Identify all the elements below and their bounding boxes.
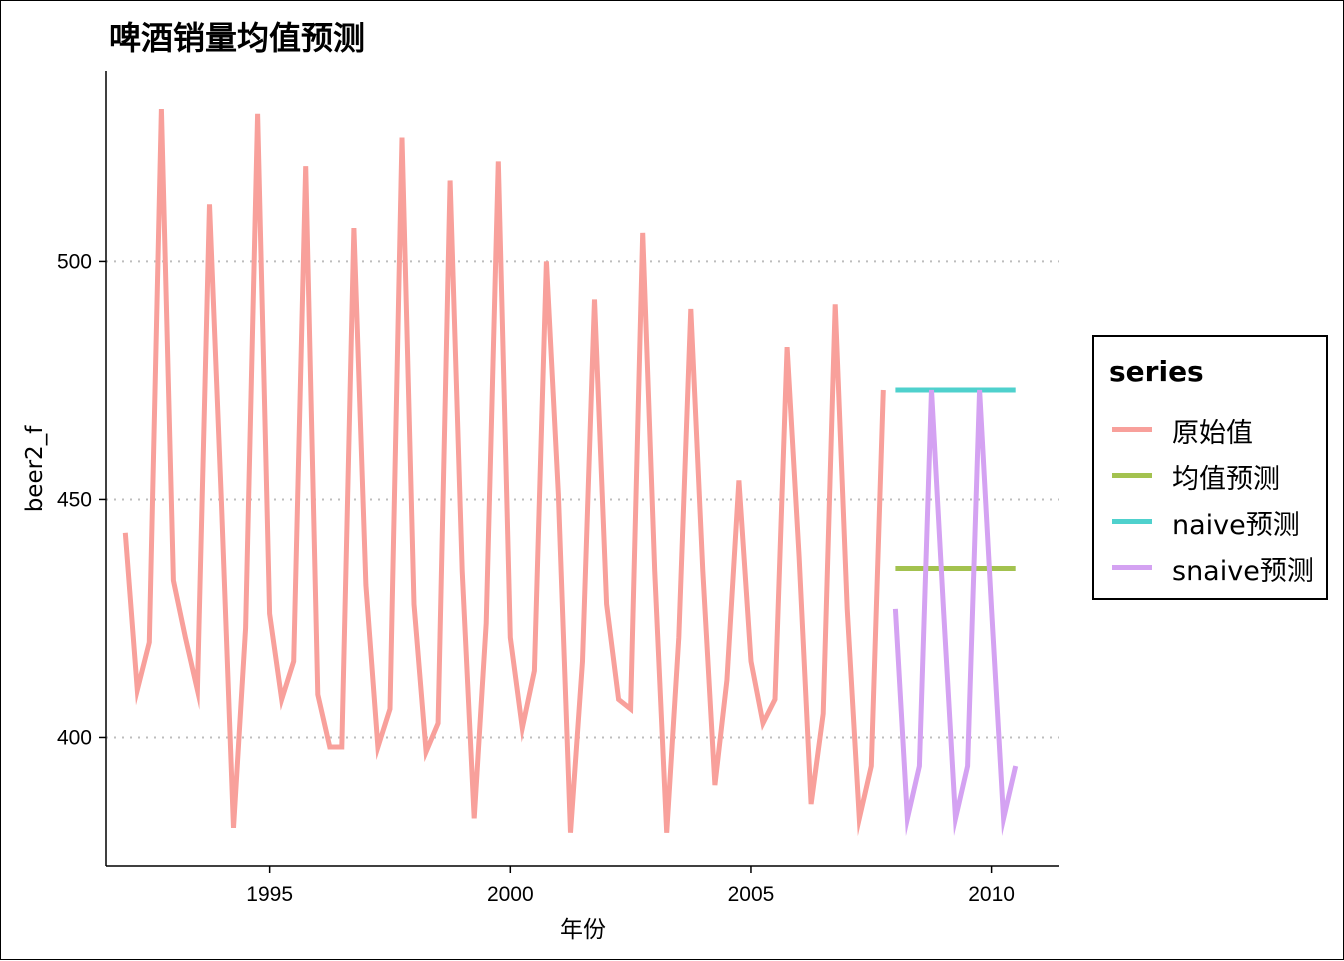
axis-ticks: 400 450 500 1995 2000 2005 2010 [57,250,1015,906]
legend-label-mean-forecast: 均值预测 [1172,464,1280,495]
series-line-snaive-forecast [892,389,1019,837]
legend-item-original: 原始值 [1112,409,1322,449]
legend-label-snaive-forecast: snaive预测 [1172,556,1314,587]
series-lines [122,109,1019,837]
y-tick-label-450: 450 [57,488,92,511]
series-line-original [122,109,886,837]
legend-swatch-mean-forecast [1112,473,1152,478]
legend-swatch-naive-forecast [1112,519,1152,524]
chart-title: 啤酒销量均值预测 [109,19,366,57]
legend-label-naive-forecast: naive预测 [1172,510,1300,541]
axes [105,71,1059,867]
legend: series 原始值 均值预测 naive预测 snaive预测 [1092,335,1328,600]
legend-item-snaive-forecast: snaive预测 [1112,547,1322,587]
legend-title: series [1109,355,1204,388]
legend-swatch-original [1112,427,1152,432]
x-tick-label-2005: 2005 [728,883,775,906]
x-tick-label-2000: 2000 [487,883,534,906]
y-tick-label-400: 400 [57,726,92,749]
x-tick-label-2010: 2010 [968,883,1015,906]
x-axis-title: 年份 [560,917,606,943]
legend-label-original: 原始值 [1172,418,1253,449]
y-tick-label-500: 500 [57,250,92,273]
y-axis-title: beer2_f [22,425,48,512]
legend-swatch-snaive-forecast [1112,565,1152,570]
legend-item-naive-forecast: naive预测 [1112,501,1322,541]
legend-item-mean-forecast: 均值预测 [1112,455,1322,495]
x-tick-label-1995: 1995 [246,883,293,906]
